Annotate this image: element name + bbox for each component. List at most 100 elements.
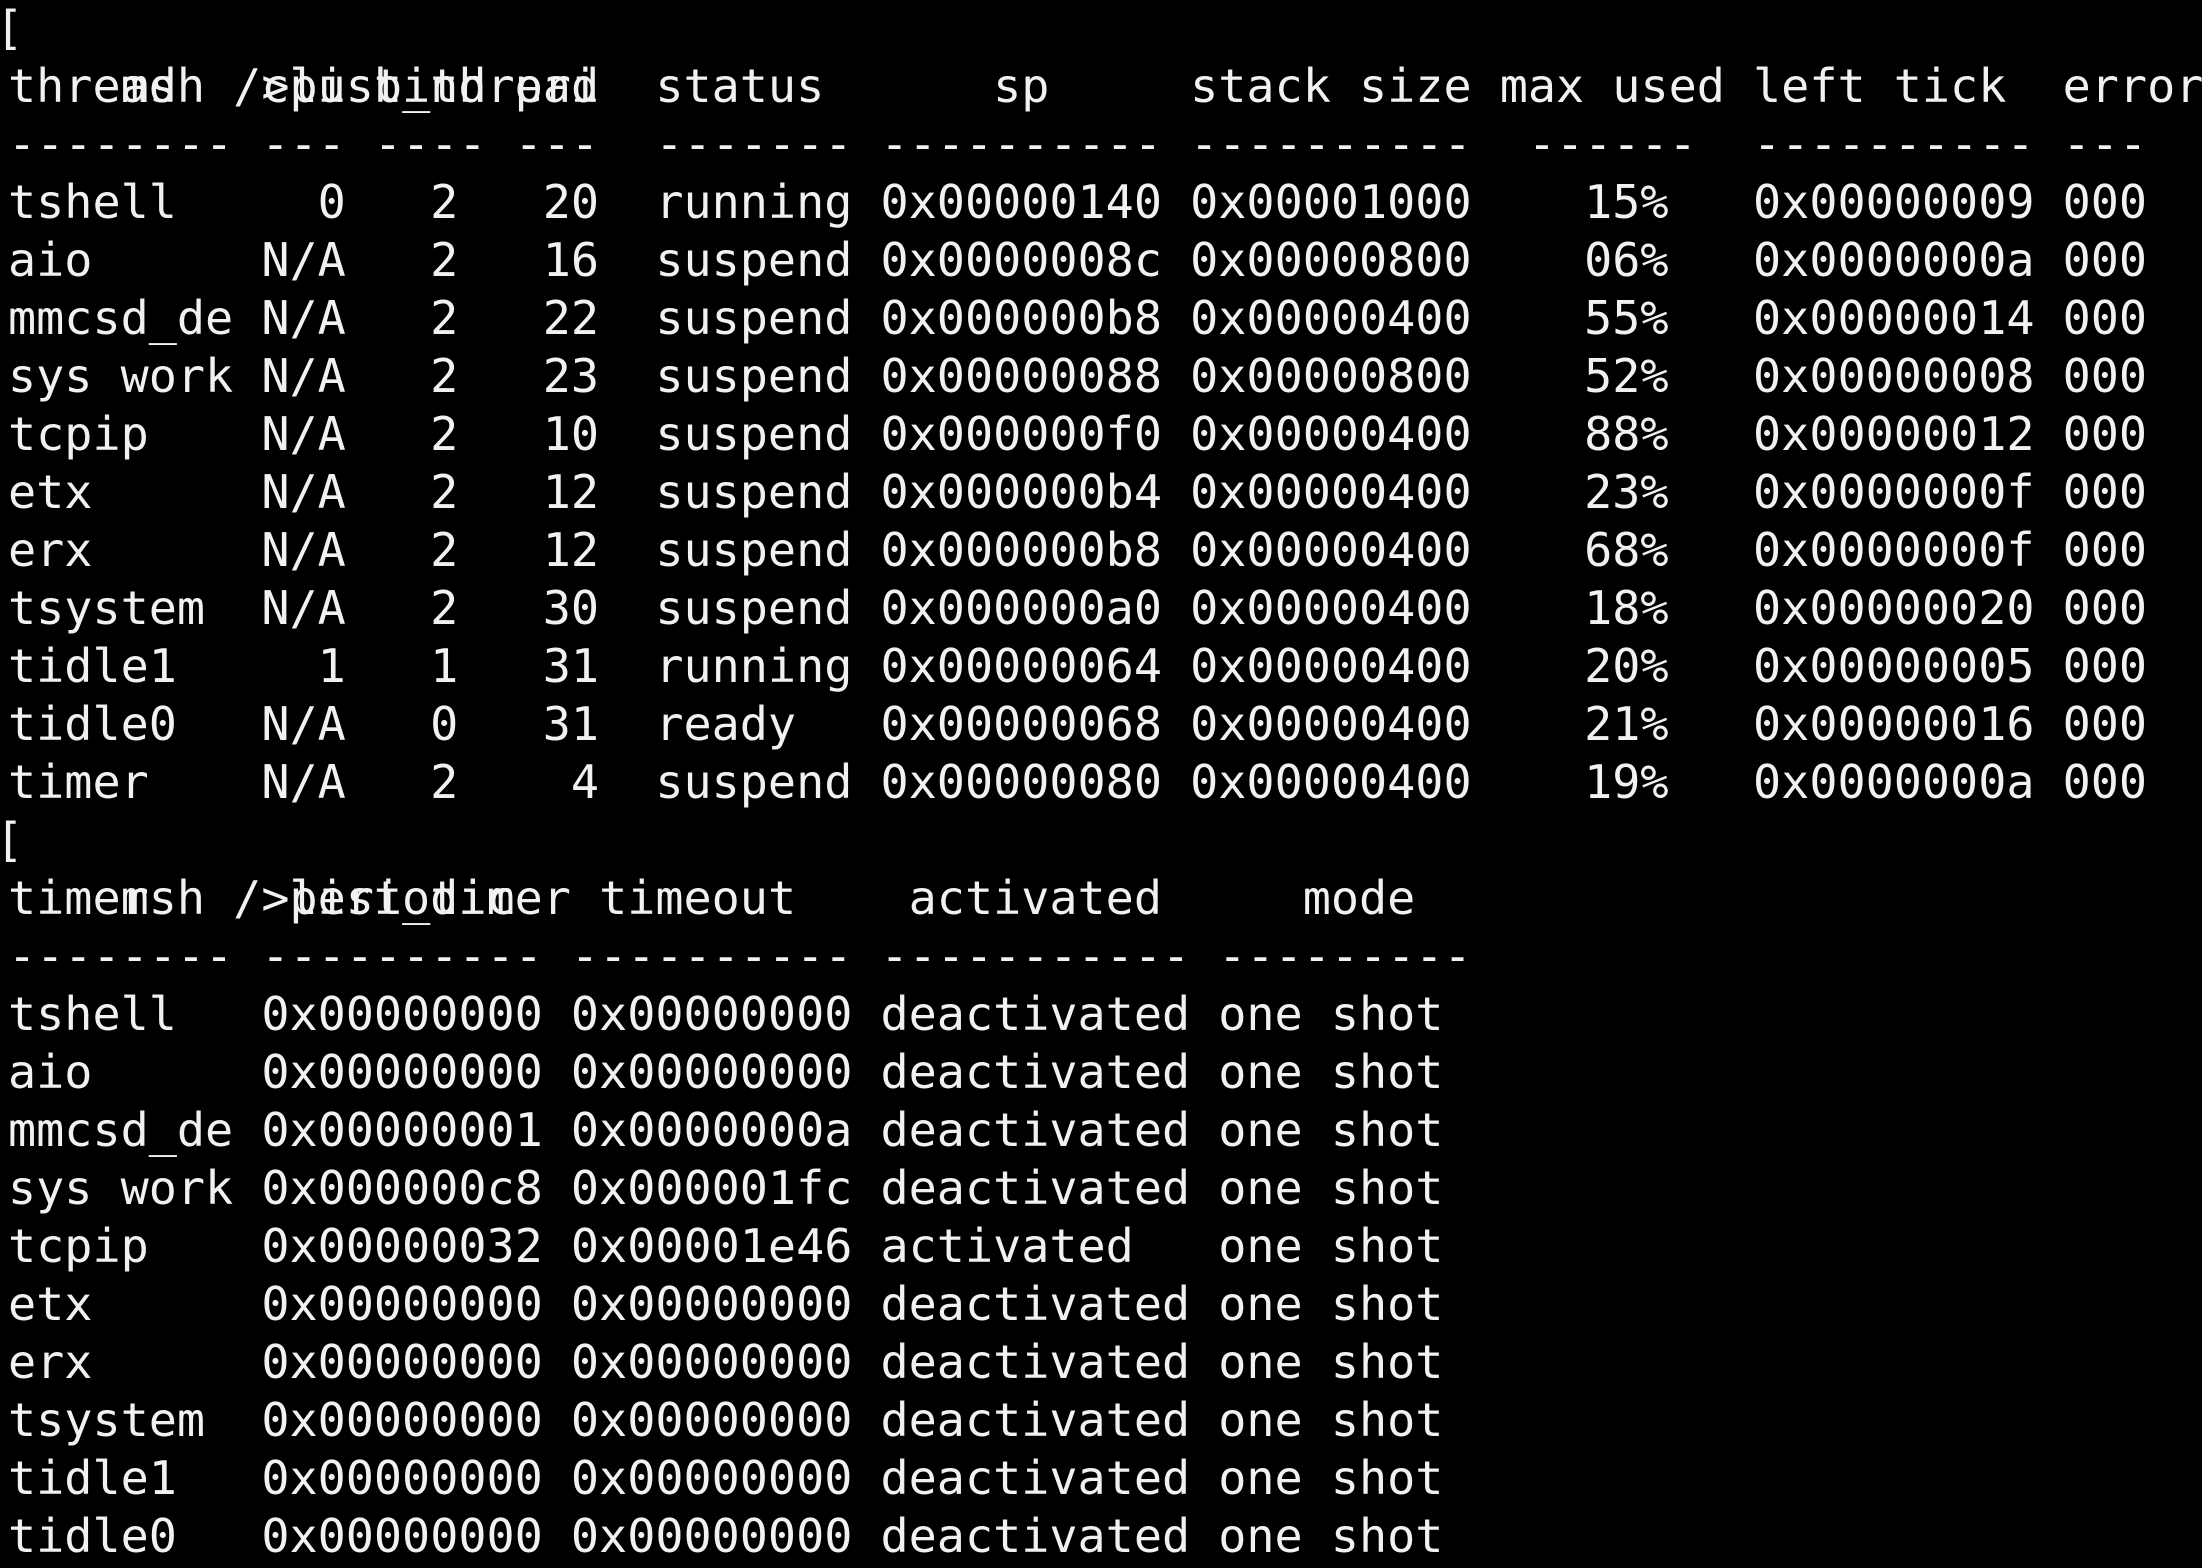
cell-periodic: 0x00000000 (261, 1278, 543, 1332)
cell-periodic: 0x00000001 (261, 1104, 543, 1158)
col-header-max-used: max used (1499, 60, 1725, 114)
cell-cpu: N/A (261, 234, 346, 288)
cell-sp: 0x000000a0 (880, 582, 1162, 636)
thread-row-tcpip: tcpip N/A 2 10 suspend 0x000000f0 0x00000400 88… (8, 406, 2202, 464)
thread-table-separator: -------- --- ---- --- ------- ----------… (8, 118, 2148, 172)
cell-pri: 22 (542, 292, 600, 346)
cell-cpu: N/A (261, 698, 346, 752)
cell-pri: 12 (542, 524, 600, 578)
cell-thread: aio (8, 234, 93, 288)
thread-row-etx: etx N/A 2 12 suspend 0x000000b4 0x00000400 23% 0… (8, 464, 2202, 522)
cell-error: 000 (2062, 176, 2148, 230)
cell-thread: tidle1 (8, 640, 177, 694)
cell-timeout: 0x00000000 (570, 1278, 853, 1332)
col-header-pri: pri (514, 60, 600, 114)
thread-table-header-row: thread cpu bind pri status sp stack size max us… (8, 58, 2202, 116)
cell-error: 000 (2062, 292, 2148, 346)
cell-timeout: 0x00000000 (570, 988, 853, 1042)
cell-pri: 23 (542, 350, 600, 404)
cell-error: 000 (2062, 466, 2148, 520)
cell-stack-size: 0x00000400 (1190, 698, 1472, 752)
timer-row-aio: aio 0x00000000 0x00000000 deactivated one sh… (8, 1044, 2202, 1102)
timer-row-erx: erx 0x00000000 0x00000000 deactivated one sh… (8, 1334, 2202, 1392)
cell-bind: 2 (430, 756, 459, 810)
command-list-timer: list_timer (289, 872, 571, 926)
cell-mode: one shot (1218, 1162, 1444, 1216)
cell-timer: erx (8, 1336, 93, 1390)
cell-thread: tshell (8, 176, 177, 230)
cell-left-tick: 0x00000014 (1753, 292, 2035, 346)
cell-pri: 30 (542, 582, 600, 636)
timer-table-separator: -------- ---------- ---------- ---------… (8, 930, 1472, 984)
cell-status: suspend (655, 234, 853, 288)
cell-timeout: 0x00000000 (570, 1510, 853, 1564)
cell-mode: one shot (1218, 1104, 1444, 1158)
timer-row-tidle1: tidle1 0x00000000 0x00000000 deactivated one… (8, 1450, 2202, 1508)
thread-row-aio: aio N/A 2 16 suspend 0x0000008c 0x00000800 06% 0… (8, 232, 2202, 290)
cell-left-tick: 0x00000005 (1753, 640, 2035, 694)
timer-row-tidle0: tidle0 0x00000000 0x00000000 deactivated one… (8, 1508, 2202, 1566)
cell-status: suspend (655, 466, 853, 520)
cell-stack-size: 0x00000400 (1190, 408, 1472, 462)
cell-cpu: N/A (261, 756, 346, 810)
cell-thread: tcpip (8, 408, 149, 462)
cell-timer: etx (8, 1278, 93, 1332)
cell-error: 000 (2062, 408, 2148, 462)
cell-mode: one shot (1218, 1220, 1444, 1274)
cell-error: 000 (2062, 350, 2148, 404)
cell-activated: deactivated (880, 1336, 1191, 1390)
timer-table-body: tshell 0x00000000 0x00000000 deactivated one… (8, 986, 2202, 1566)
cell-mode: one shot (1218, 1510, 1444, 1564)
cell-activated: deactivated (880, 1452, 1191, 1506)
cell-left-tick: 0x0000000a (1753, 234, 2035, 288)
cell-status: suspend (655, 292, 853, 346)
thread-table-body: tshell 0 2 20 running 0x00000140 0x00001000 15%… (8, 174, 2202, 812)
cell-timer: tsystem (8, 1394, 206, 1448)
cell-max-used: 23% (1584, 466, 1669, 520)
timer-table-header-row: timer periodic timeout activated mode (8, 870, 2202, 928)
cell-left-tick: 0x00000012 (1753, 408, 2035, 462)
timer-row-etx: etx 0x00000000 0x00000000 deactivated one sh… (8, 1276, 2202, 1334)
command-list-thread: list_thread (289, 60, 600, 114)
prompt-line-list-thread: [msh />list_thread (0, 0, 2202, 114)
cell-error: 000 (2062, 234, 2148, 288)
cell-error: 000 (2062, 582, 2148, 636)
cell-error: 000 (2062, 698, 2148, 752)
cell-stack-size: 0x00000400 (1190, 582, 1472, 636)
cell-status: running (655, 640, 853, 694)
cell-stack-size: 0x00000400 (1190, 756, 1472, 810)
cell-sp: 0x00000088 (880, 350, 1162, 404)
cell-pri: 31 (542, 698, 600, 752)
cell-mode: one shot (1218, 1278, 1444, 1332)
cell-activated: deactivated (880, 1510, 1191, 1564)
cell-sp: 0x000000b8 (880, 524, 1162, 578)
timer-row-mmcsd-de: mmcsd_de 0x00000001 0x0000000a deactivated o… (8, 1102, 2202, 1160)
cell-error: 000 (2062, 756, 2148, 810)
cell-thread: etx (8, 466, 93, 520)
cell-stack-size: 0x00000400 (1190, 524, 1472, 578)
cell-periodic: 0x00000000 (261, 1452, 543, 1506)
col-header-periodic: periodic (289, 872, 515, 926)
cell-max-used: 20% (1584, 640, 1669, 694)
cell-left-tick: 0x00000020 (1753, 582, 2035, 636)
cell-sp: 0x000000b4 (880, 466, 1162, 520)
cell-sp: 0x000000b8 (880, 292, 1162, 346)
cell-status: running (655, 176, 853, 230)
cell-pri: 4 (570, 756, 600, 810)
cell-left-tick: 0x0000000f (1753, 524, 2035, 578)
cell-max-used: 18% (1584, 582, 1669, 636)
cell-periodic: 0x00000000 (261, 1394, 543, 1448)
clipped-cursor-glyph: [ (0, 812, 24, 870)
timer-row-tsystem: tsystem 0x00000000 0x00000000 deactivated on… (8, 1392, 2202, 1450)
cell-bind: 2 (430, 292, 459, 346)
cell-bind: 2 (430, 408, 459, 462)
cell-bind: 0 (430, 698, 459, 752)
col-header-mode: mode (1302, 872, 1416, 926)
cell-periodic: 0x000000c8 (261, 1162, 543, 1216)
cell-status: suspend (655, 582, 853, 636)
cell-bind: 2 (430, 350, 459, 404)
cell-timer: tidle1 (8, 1452, 177, 1506)
cell-bind: 2 (430, 582, 459, 636)
cell-periodic: 0x00000032 (261, 1220, 543, 1274)
